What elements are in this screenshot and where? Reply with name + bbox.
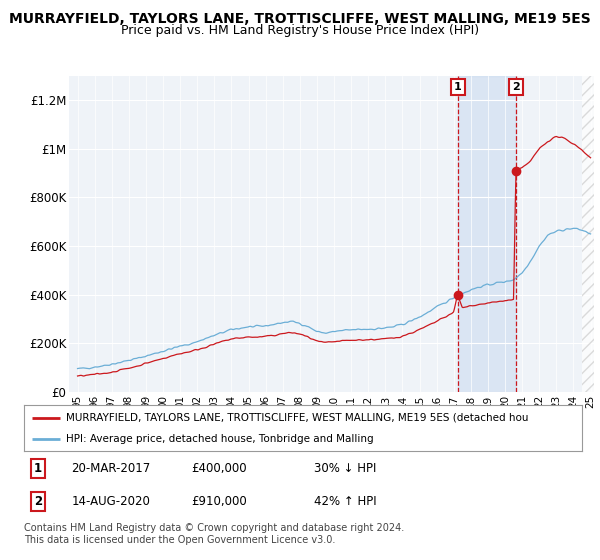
Text: 1: 1	[454, 82, 461, 92]
Text: 30% ↓ HPI: 30% ↓ HPI	[314, 463, 377, 475]
Text: 14-AUG-2020: 14-AUG-2020	[71, 494, 151, 508]
Text: MURRAYFIELD, TAYLORS LANE, TROTTISCLIFFE, WEST MALLING, ME19 5ES: MURRAYFIELD, TAYLORS LANE, TROTTISCLIFFE…	[9, 12, 591, 26]
Bar	[458, 76, 516, 392]
Text: £400,000: £400,000	[191, 463, 247, 475]
Text: 2: 2	[34, 494, 42, 508]
Text: 42% ↑ HPI: 42% ↑ HPI	[314, 494, 377, 508]
Text: £910,000: £910,000	[191, 494, 247, 508]
Text: 1: 1	[34, 463, 42, 475]
Text: Contains HM Land Registry data © Crown copyright and database right 2024.
This d: Contains HM Land Registry data © Crown c…	[24, 523, 404, 545]
Text: HPI: Average price, detached house, Tonbridge and Malling: HPI: Average price, detached house, Tonb…	[66, 435, 373, 444]
Text: Price paid vs. HM Land Registry's House Price Index (HPI): Price paid vs. HM Land Registry's House …	[121, 24, 479, 37]
Text: 20-MAR-2017: 20-MAR-2017	[71, 463, 151, 475]
Text: MURRAYFIELD, TAYLORS LANE, TROTTISCLIFFE, WEST MALLING, ME19 5ES (detached hou: MURRAYFIELD, TAYLORS LANE, TROTTISCLIFFE…	[66, 413, 529, 423]
Text: 2: 2	[512, 82, 520, 92]
